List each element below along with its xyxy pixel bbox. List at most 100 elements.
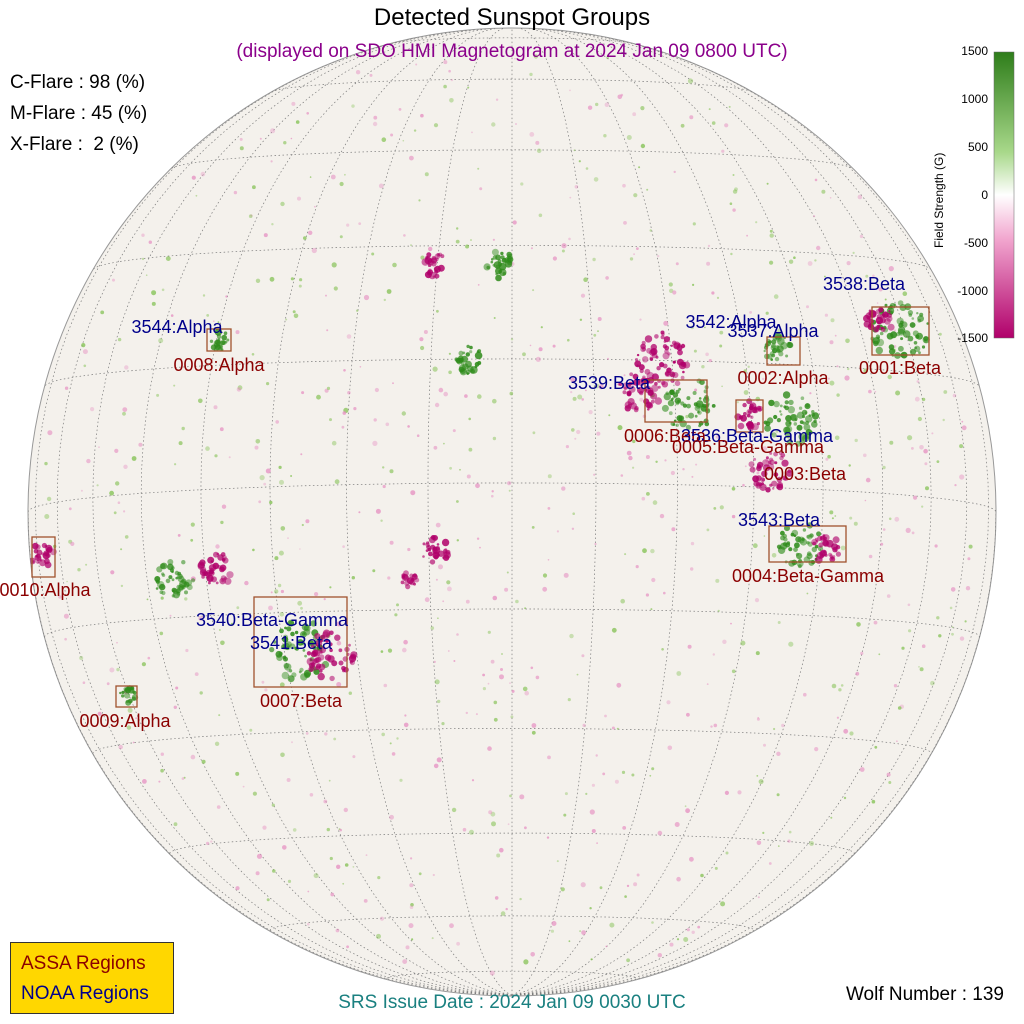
field-patch bbox=[907, 335, 914, 342]
field-speck bbox=[749, 311, 752, 314]
field-speck bbox=[542, 573, 548, 578]
field-patch bbox=[483, 263, 491, 271]
field-patch bbox=[405, 584, 411, 590]
field-patch bbox=[422, 555, 425, 558]
field-speck bbox=[297, 196, 301, 201]
field-patch bbox=[319, 669, 323, 673]
field-speck bbox=[535, 356, 541, 362]
field-patch bbox=[749, 466, 756, 473]
field-speck bbox=[442, 600, 445, 603]
field-speck bbox=[500, 668, 503, 671]
field-speck bbox=[306, 112, 310, 115]
field-speck bbox=[141, 233, 145, 237]
field-patch bbox=[306, 651, 312, 656]
field-speck bbox=[352, 866, 355, 868]
field-speck bbox=[436, 757, 442, 763]
field-patch bbox=[900, 337, 904, 341]
field-speck bbox=[418, 872, 422, 876]
region-label-noaa: 3539:Beta bbox=[568, 373, 651, 393]
field-speck bbox=[968, 544, 973, 549]
field-patch bbox=[644, 335, 653, 343]
field-speck bbox=[383, 298, 386, 302]
field-speck bbox=[369, 73, 373, 77]
field-speck bbox=[938, 634, 942, 638]
field-patch bbox=[875, 346, 883, 355]
field-patch bbox=[879, 331, 884, 336]
field-speck bbox=[66, 580, 68, 583]
field-patch bbox=[215, 339, 221, 346]
field-speck bbox=[212, 320, 215, 323]
field-speck bbox=[868, 554, 873, 559]
field-speck bbox=[530, 952, 535, 957]
field-speck bbox=[279, 682, 285, 688]
field-speck bbox=[510, 338, 514, 341]
field-speck bbox=[264, 688, 268, 692]
field-speck bbox=[410, 857, 413, 860]
field-speck bbox=[574, 185, 579, 189]
field-speck bbox=[814, 178, 818, 182]
field-speck bbox=[487, 746, 492, 751]
region-label-noaa: 3538:Beta bbox=[823, 274, 906, 294]
field-speck bbox=[493, 700, 498, 705]
field-speck bbox=[725, 851, 729, 855]
field-speck bbox=[535, 140, 540, 145]
field-speck bbox=[773, 727, 776, 731]
field-speck bbox=[505, 907, 508, 911]
field-patch bbox=[806, 551, 812, 556]
field-patch bbox=[788, 547, 793, 552]
field-speck bbox=[161, 288, 165, 292]
field-patch bbox=[171, 587, 177, 593]
field-speck bbox=[720, 901, 726, 907]
field-speck bbox=[389, 469, 394, 474]
field-patch bbox=[507, 260, 512, 266]
field-patch bbox=[909, 322, 916, 328]
field-speck bbox=[477, 394, 482, 399]
field-speck bbox=[667, 745, 673, 751]
field-patch bbox=[302, 649, 306, 652]
field-patch bbox=[300, 673, 308, 681]
field-speck bbox=[424, 597, 430, 603]
field-patch bbox=[421, 258, 430, 266]
field-patch bbox=[497, 259, 502, 263]
field-speck bbox=[278, 465, 282, 469]
grid-line bbox=[169, 832, 855, 854]
field-speck bbox=[591, 829, 596, 833]
field-speck bbox=[453, 660, 456, 662]
field-speck bbox=[404, 714, 407, 717]
field-speck bbox=[563, 813, 567, 817]
field-patch bbox=[762, 464, 771, 472]
field-speck bbox=[469, 829, 474, 835]
colorbar-tick: 1500 bbox=[961, 44, 988, 58]
field-speck bbox=[447, 586, 452, 592]
field-speck bbox=[195, 194, 198, 197]
grid-line bbox=[171, 149, 853, 169]
field-speck bbox=[639, 318, 642, 321]
field-speck bbox=[563, 572, 569, 578]
field-patch bbox=[175, 588, 181, 594]
field-speck bbox=[365, 854, 368, 856]
field-speck bbox=[721, 385, 723, 388]
field-patch bbox=[640, 343, 646, 350]
field-speck bbox=[952, 393, 957, 398]
field-patch bbox=[219, 564, 227, 572]
field-patch bbox=[756, 422, 761, 426]
field-patch bbox=[761, 478, 766, 482]
field-speck bbox=[581, 930, 586, 935]
field-patch bbox=[477, 349, 482, 353]
region-label-assa: 0009:Alpha bbox=[79, 711, 171, 731]
field-speck bbox=[225, 295, 228, 298]
field-speck bbox=[298, 284, 302, 288]
field-patch bbox=[169, 568, 174, 573]
srs-issue-date: SRS Issue Date : 2024 Jan 09 0030 UTC bbox=[338, 992, 686, 1013]
field-speck bbox=[846, 261, 851, 266]
field-speck bbox=[855, 671, 860, 676]
field-speck bbox=[839, 477, 842, 480]
field-patch bbox=[634, 360, 642, 368]
field-speck bbox=[674, 822, 680, 827]
field-speck bbox=[771, 553, 777, 558]
field-speck bbox=[622, 183, 626, 188]
field-speck bbox=[399, 778, 403, 782]
field-patch bbox=[121, 690, 125, 695]
field-speck bbox=[251, 353, 255, 356]
field-patch bbox=[469, 345, 473, 350]
